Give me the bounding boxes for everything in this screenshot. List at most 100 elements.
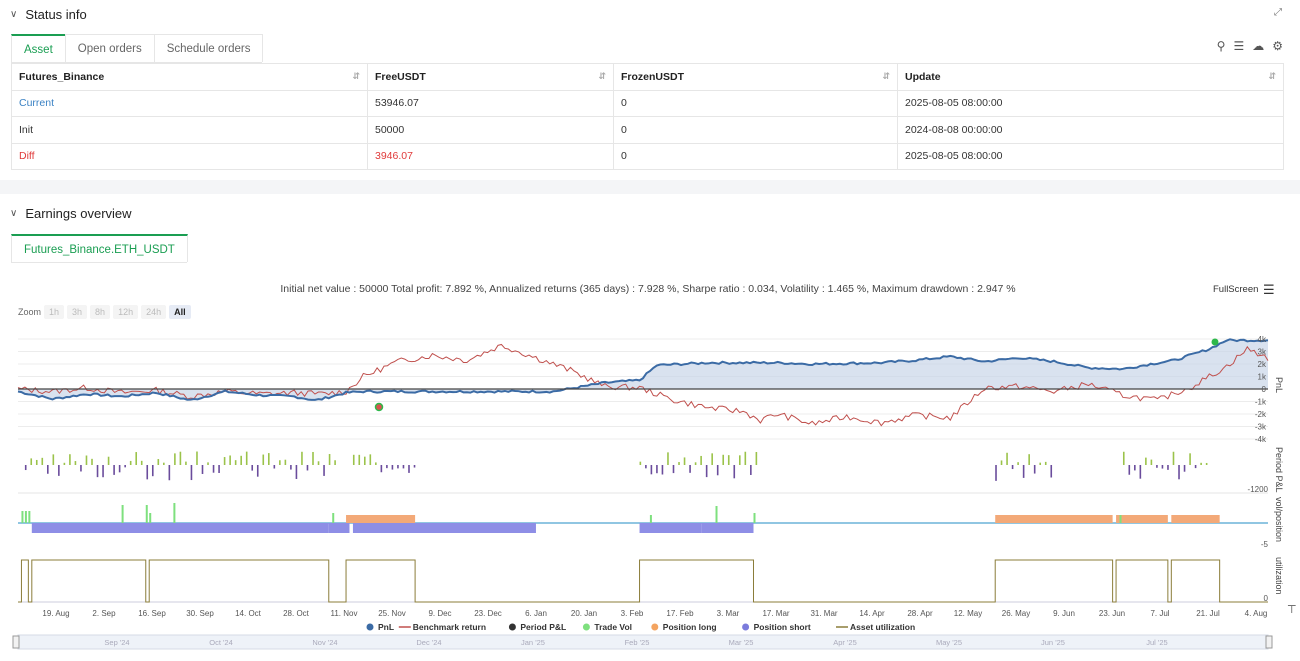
pnl-axis: 4k 3k 2k 1k 0 -1k -2k -3k -4k: [1255, 335, 1267, 444]
position-axis-label: vol/position: [1274, 497, 1284, 542]
pnl-tick: -2k: [1255, 410, 1267, 419]
table-row: Diff 3946.07 0 2025-08-05 08:00:00: [11, 142, 1284, 170]
trade-vol-bar: [715, 506, 718, 523]
collapse-icon[interactable]: ⤢: [1274, 7, 1282, 18]
period-pnl-bar: [386, 465, 388, 469]
zoom-1h[interactable]: 1h: [44, 305, 65, 319]
x-tick-label: 21. Jul: [1196, 609, 1220, 618]
legend-swatch: [742, 623, 750, 631]
list-icon[interactable]: ☰: [1233, 39, 1245, 53]
period-pnl-bar: [1172, 451, 1175, 465]
period-pnl-bar: [124, 465, 126, 468]
period-pnl-bar: [1000, 460, 1003, 465]
x-tick-label: 28. Oct: [283, 609, 310, 618]
x-tick-label: 9. Jun: [1053, 609, 1075, 618]
period-pnl-bar: [102, 465, 104, 478]
util-tick: 0: [1264, 594, 1269, 603]
tab-schedule-orders[interactable]: Schedule orders: [153, 34, 264, 62]
gear-icon[interactable]: ⚙: [1272, 39, 1283, 53]
position-short-block: [352, 523, 536, 533]
navigator-tick: Mar '25: [729, 638, 754, 647]
pnl-tick: -3k: [1255, 423, 1267, 432]
cloud-icon[interactable]: ☁: [1252, 39, 1265, 53]
zoom-8h[interactable]: 8h: [90, 305, 111, 319]
navigator-tick: Jul '25: [1146, 638, 1167, 647]
earnings-overview-header[interactable]: ∨ Earnings overview: [10, 206, 132, 221]
period-pnl-bar: [1194, 465, 1197, 469]
period-pnl-bar: [85, 455, 88, 465]
status-info-header[interactable]: ∨ Status info: [10, 7, 87, 22]
x-tick-label: 6. Jan: [525, 609, 547, 618]
position-long-block: [1116, 515, 1168, 523]
trade-vol-bar: [21, 511, 24, 523]
zoom-selector: Zoom 1h 3h 8h 12h 24h All: [18, 305, 191, 319]
legend-item: Position short: [754, 622, 811, 632]
period-pnl-bar: [380, 465, 383, 473]
x-tick-label: 3. Feb: [621, 609, 644, 618]
column-header[interactable]: Update ⇵: [897, 63, 1284, 91]
period-pnl-bar: [1128, 465, 1131, 475]
period-pnl-bar: [689, 465, 691, 473]
period-pnl-bar: [1161, 465, 1164, 469]
period-pnl-bars: [24, 451, 1208, 481]
period-pnl-bar: [716, 465, 719, 476]
section-divider: [0, 180, 1300, 194]
x-tick-label: 17. Mar: [762, 609, 789, 618]
column-header[interactable]: Futures_Binance ⇵: [11, 63, 368, 91]
status-info-title: Status info: [25, 7, 87, 22]
zoom-all[interactable]: All: [169, 305, 191, 319]
x-tick-label: 12. May: [954, 609, 982, 618]
fullscreen-button[interactable]: FullScreen: [1213, 284, 1259, 295]
period-pnl-bar: [1011, 465, 1014, 470]
table-row: Current 53946.07 0 2025-08-05 08:00:00: [11, 89, 1284, 117]
x-tick-label: 30. Sep: [186, 609, 214, 618]
free-usdt-cell: 53946.07: [367, 89, 614, 117]
period-pnl-bar: [694, 462, 697, 465]
period-pnl-bar: [218, 465, 220, 473]
legend-item: Trade Vol: [594, 622, 632, 632]
trade-vol-bar: [24, 511, 27, 523]
x-tick-label: 9. Dec: [428, 609, 451, 618]
status-tabs: Asset Open orders Schedule orders: [11, 34, 264, 63]
period-pnl-bar: [295, 465, 298, 479]
period-pnl-bar: [733, 465, 736, 479]
search-icon[interactable]: ⚲: [1216, 39, 1226, 53]
period-pnl-bar: [1139, 465, 1142, 479]
period-pnl-bar: [91, 458, 93, 465]
trade-vol-bar: [1119, 515, 1122, 523]
period-pnl-bar: [1044, 461, 1047, 465]
zoom-12h[interactable]: 12h: [113, 305, 139, 319]
period-pnl-bar: [273, 465, 276, 469]
zoom-24h[interactable]: 24h: [141, 305, 167, 319]
period-pnl-bar: [1022, 465, 1025, 478]
navigator-left-handle[interactable]: [12, 635, 20, 649]
period-pnl-bar: [30, 458, 33, 465]
trade-vol-bar: [173, 503, 176, 523]
x-tick-label: 16. Sep: [138, 609, 166, 618]
period-pnl-bar: [1183, 465, 1186, 472]
navigator-right-handle[interactable]: [1265, 635, 1273, 649]
tab-asset[interactable]: Asset: [11, 34, 66, 62]
column-header[interactable]: FrozenUSDT ⇵: [613, 63, 898, 91]
period-pnl-bar: [174, 453, 176, 465]
x-tick-label: 19. Aug: [42, 609, 69, 618]
tab-open-orders[interactable]: Open orders: [64, 34, 155, 62]
period-pnl-bar: [744, 451, 747, 465]
period-pnl-bar: [207, 462, 209, 465]
period-pnl-bar: [69, 454, 71, 465]
performance-summary: Initial net value : 50000 Total profit: …: [280, 283, 1016, 295]
column-header[interactable]: FreeUSDT ⇵: [367, 63, 614, 91]
navigator-tick: May '25: [936, 638, 962, 647]
chart-menu-icon[interactable]: ☰: [1263, 282, 1275, 297]
scroll-up-icon[interactable]: ⊤: [1287, 604, 1297, 616]
tab-futures-eth-usdt[interactable]: Futures_Binance.ETH_USDT: [11, 234, 188, 262]
period-pnl-bar: [755, 451, 758, 465]
period-pnl-bar: [63, 462, 66, 465]
period-pnl-bar: [650, 465, 653, 475]
zoom-3h[interactable]: 3h: [67, 305, 88, 319]
pnl-tick: 2k: [1258, 360, 1267, 369]
earnings-chart[interactable]: 4k 3k 2k 1k 0 -1k -2k -3k -4k PnL -1200 Period P…: [0, 325, 1300, 655]
position-tick: -5: [1261, 540, 1269, 549]
period-pnl-bar: [196, 451, 198, 465]
asset-utilization-line: [18, 559, 1268, 603]
